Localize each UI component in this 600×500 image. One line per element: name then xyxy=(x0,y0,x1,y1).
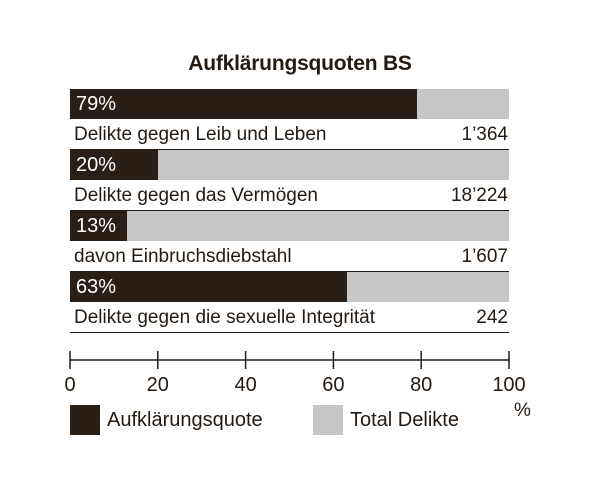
category-label: Delikte gegen das Vermögen xyxy=(74,185,318,206)
category-total: 242 xyxy=(476,307,508,328)
bar-quota-label: 79% xyxy=(76,93,117,115)
category-label: davon Einbruchsdiebstahl xyxy=(74,246,292,267)
category-total: 18’224 xyxy=(450,185,508,206)
bar-quota xyxy=(70,150,158,180)
category-total: 1’364 xyxy=(461,124,509,145)
row-separator xyxy=(70,210,509,211)
x-axis-tick-label: 60 xyxy=(322,374,345,396)
row-separator xyxy=(70,332,509,333)
row-separator xyxy=(70,149,509,150)
bar-quota-label: 20% xyxy=(76,154,117,176)
bar-quota xyxy=(70,211,128,241)
legend-swatch-total xyxy=(313,405,343,435)
bar-quota-label: 13% xyxy=(76,215,117,237)
bar-total: 63% xyxy=(70,272,509,302)
bar-quota-label: 63% xyxy=(76,276,117,298)
chart-title: Aufklärungsquoten BS xyxy=(188,52,412,75)
x-axis-tick-label: 40 xyxy=(234,374,257,396)
bar-total: 13% xyxy=(70,211,509,241)
x-axis-tick-label: 20 xyxy=(146,374,169,396)
bar-quota xyxy=(70,272,347,302)
category-label: Delikte gegen Leib und Leben xyxy=(74,124,327,145)
legend-swatch-quota xyxy=(70,405,100,435)
x-axis-unit: % xyxy=(514,400,531,421)
row-separator xyxy=(70,271,509,272)
legend-label-total: Total Delikte xyxy=(350,409,459,431)
bar-total: 20% xyxy=(70,150,509,180)
legend-label-quota: Aufklärungsquote xyxy=(107,409,263,431)
x-axis-tick-label: 0 xyxy=(64,374,76,396)
x-axis-tick-label: 80 xyxy=(410,374,433,396)
category-label: Delikte gegen die sexuelle Integrität xyxy=(74,307,376,328)
category-total: 1’607 xyxy=(461,246,509,267)
bar-total: 79% xyxy=(70,89,509,119)
x-axis-tick-label: 100 xyxy=(492,374,526,396)
bar-quota xyxy=(70,89,417,119)
